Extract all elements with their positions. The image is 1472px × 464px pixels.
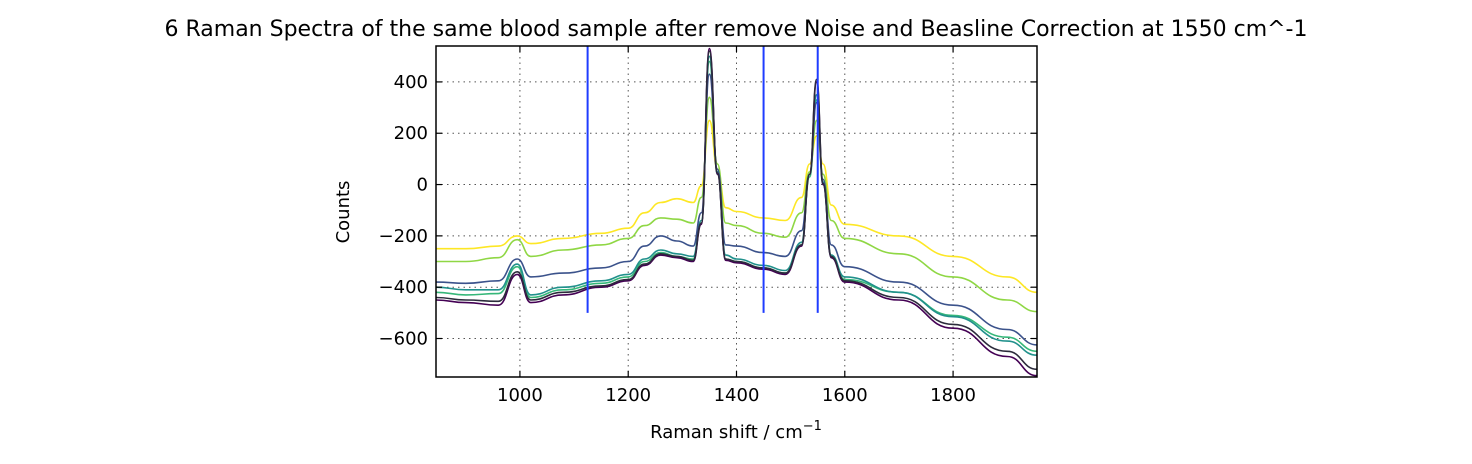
x-tick-label: 1200: [605, 385, 651, 406]
y-tick-label: −600: [379, 329, 428, 350]
x-tick-label: 1400: [714, 385, 760, 406]
x-tick-label: 1000: [497, 385, 543, 406]
y-tick-label: −400: [379, 277, 428, 298]
x-axis-label-superscript: −1: [803, 419, 822, 434]
x-axis-label: Raman shift / cm−1: [650, 419, 822, 443]
x-tick-label: 1600: [822, 385, 868, 406]
x-axis-label-text: Raman shift / cm: [650, 422, 803, 443]
series-layer: [436, 47, 1037, 377]
x-tick-label: 1800: [930, 385, 976, 406]
y-tick-label: −200: [379, 226, 428, 247]
y-tick-label: 400: [394, 72, 428, 93]
spectrum-line-7: [436, 50, 1037, 371]
y-axis-label: Counts: [333, 181, 354, 244]
spectrum-line-2: [436, 96, 1037, 313]
chart-title: 6 Raman Spectra of the same blood sample…: [165, 17, 1308, 42]
vertical-marker-layer: [586, 46, 819, 313]
y-tick-label: 0: [417, 175, 428, 196]
grid-layer: [436, 46, 1037, 377]
tick-layer: 1000 1200 1400 1600 1800 400 200 0 −200 −400 −600: [379, 46, 1037, 406]
y-tick-label: 200: [394, 123, 428, 144]
spectrum-line-5: [436, 73, 1037, 346]
